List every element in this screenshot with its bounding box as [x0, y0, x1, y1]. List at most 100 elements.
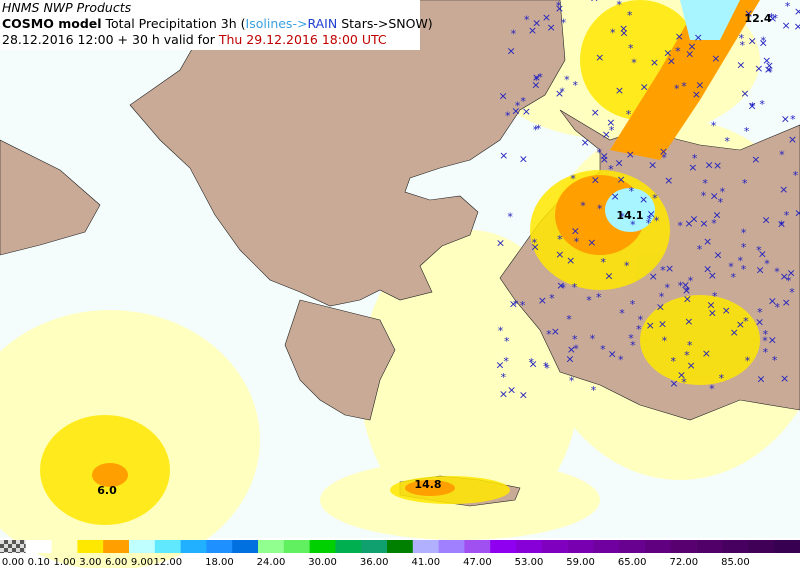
- legend-swatch: [335, 540, 362, 553]
- legend-swatch: [129, 540, 156, 553]
- marker: *: [596, 147, 602, 160]
- marker: ×: [555, 2, 564, 15]
- marker: *: [570, 173, 576, 186]
- legend-label: 36.00: [360, 557, 389, 568]
- marker: *: [790, 113, 796, 126]
- marker: *: [630, 219, 636, 232]
- marker: *: [779, 218, 785, 231]
- marker: ×: [640, 81, 649, 94]
- marker: *: [624, 260, 630, 273]
- marker: ×: [656, 301, 665, 314]
- marker: ×: [684, 217, 693, 230]
- marker: *: [507, 211, 513, 224]
- marker: *: [720, 186, 726, 199]
- marker: *: [556, 0, 562, 12]
- marker: *: [627, 9, 633, 22]
- header: HNMS NWP Products COSMO model Total Prec…: [0, 0, 433, 50]
- legend-label: 0.00: [2, 557, 24, 568]
- marker: ×: [567, 343, 576, 356]
- marker: *: [684, 349, 690, 362]
- marker: *: [659, 290, 665, 303]
- marker: ×: [777, 217, 786, 230]
- marker: *: [549, 292, 555, 305]
- marker: ×: [571, 225, 580, 238]
- marker: *: [741, 241, 747, 254]
- marker: *: [675, 45, 681, 58]
- legend-label: 6.00: [105, 557, 127, 568]
- marker: ×: [686, 359, 695, 372]
- marker: ×: [712, 209, 721, 222]
- legend-label: 24.00: [257, 557, 286, 568]
- legend-swatch: [619, 540, 646, 553]
- marker: ×: [556, 279, 565, 292]
- legend-swatch: [51, 540, 78, 553]
- marker: ×: [756, 373, 765, 386]
- marker: *: [505, 110, 511, 123]
- marker: ×: [542, 11, 551, 24]
- marker: *: [515, 99, 521, 112]
- marker: *: [652, 192, 658, 205]
- marker: ×: [600, 153, 609, 166]
- marker: *: [692, 152, 698, 165]
- annotation: 6.0: [97, 484, 117, 497]
- marker: *: [718, 196, 724, 209]
- marker: *: [574, 236, 580, 249]
- marker: *: [532, 237, 538, 250]
- marker: *: [738, 255, 744, 268]
- marker: ×: [685, 48, 694, 61]
- legend-label: 9.00: [131, 557, 153, 568]
- marker: *: [702, 177, 708, 190]
- legend-swatch: [490, 540, 517, 553]
- marker: ×: [616, 173, 625, 186]
- marker: *: [629, 185, 635, 198]
- legend-swatch: [593, 540, 620, 553]
- marker: ×: [794, 20, 800, 33]
- marker: *: [619, 210, 625, 223]
- marker: ×: [755, 264, 764, 277]
- marker: *: [744, 125, 750, 138]
- marker: ×: [703, 263, 712, 276]
- legend-swatch: [154, 540, 181, 553]
- marker: *: [681, 376, 687, 389]
- marker: ×: [590, 0, 599, 5]
- marker: *: [786, 275, 792, 288]
- marker: ×: [782, 296, 791, 309]
- marker: *: [597, 203, 603, 216]
- marker: *: [712, 290, 718, 303]
- marker: *: [762, 335, 768, 348]
- marker: ×: [647, 207, 656, 220]
- marker: ×: [580, 136, 589, 149]
- marker: ×: [681, 279, 690, 292]
- marker: ×: [600, 149, 609, 162]
- marker: *: [503, 355, 509, 368]
- legend-swatch: [696, 540, 723, 553]
- marker: ×: [758, 248, 767, 261]
- marker: ×: [530, 241, 539, 254]
- marker: ×: [495, 358, 504, 371]
- marker: ×: [648, 159, 657, 172]
- legend-swatch: [670, 540, 697, 553]
- marker: ×: [532, 71, 541, 84]
- marker: ×: [782, 19, 791, 32]
- marker: *: [662, 334, 668, 347]
- marker: *: [711, 120, 717, 133]
- marker: ×: [646, 319, 655, 332]
- marker: ×: [781, 113, 790, 126]
- marker: *: [764, 258, 770, 271]
- marker: *: [661, 152, 667, 165]
- marker: ×: [764, 63, 773, 76]
- marker: *: [784, 209, 790, 222]
- marker: ×: [595, 51, 604, 64]
- marker: ×: [736, 318, 745, 331]
- marker: ×: [786, 267, 795, 280]
- marker: ×: [663, 47, 672, 60]
- marker: ×: [687, 40, 696, 53]
- marker: *: [638, 313, 644, 326]
- marker: ×: [794, 207, 800, 220]
- marker: *: [528, 356, 534, 369]
- annotation: 14.8: [414, 478, 441, 491]
- marker: *: [559, 85, 565, 98]
- marker: ×: [747, 100, 756, 113]
- marker: *: [761, 34, 767, 47]
- marker: ×: [748, 35, 757, 48]
